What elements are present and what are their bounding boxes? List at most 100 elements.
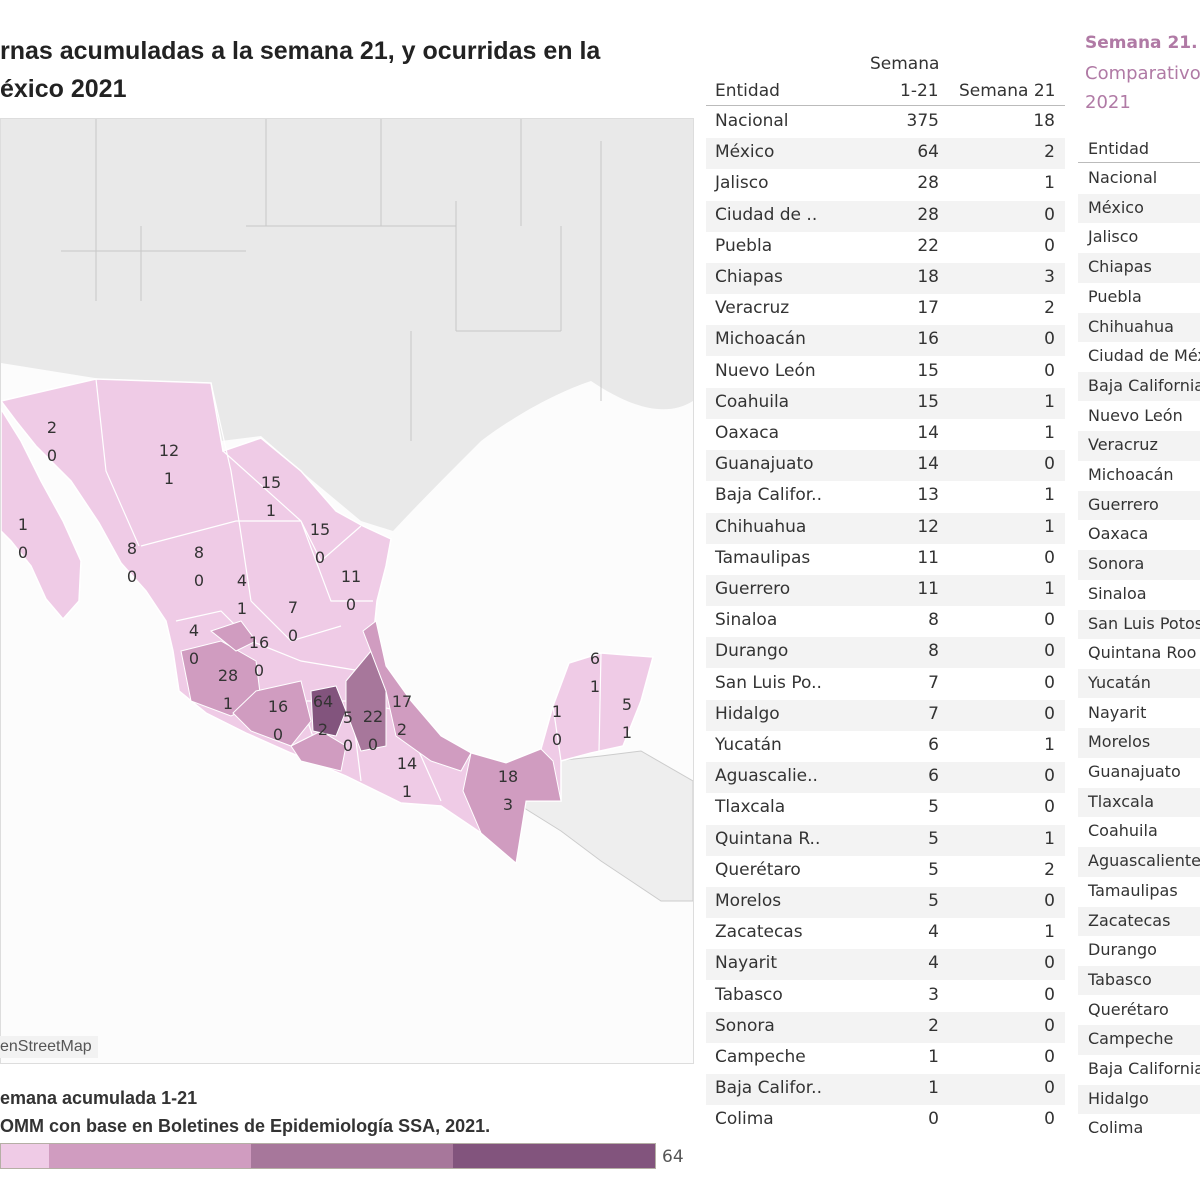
right-table-row[interactable]: Quintana Roo [1078, 639, 1200, 669]
right-table-row[interactable]: Nuevo León [1078, 402, 1200, 432]
right-col-header[interactable]: Entidad [1088, 139, 1150, 158]
state-label[interactable]: 14 1 [397, 750, 417, 806]
right-table-row[interactable]: Baja California Sur [1078, 1055, 1200, 1085]
table-row[interactable]: Chiapas 18 3 [706, 263, 1065, 294]
right-table-row[interactable]: Guerrero [1078, 490, 1200, 521]
right-table-row[interactable]: Tamaulipas [1078, 877, 1200, 907]
state-label[interactable]: 22 0 [363, 703, 383, 759]
right-table-row[interactable]: Durango [1078, 936, 1200, 966]
cell-entidad: Quintana R.. [715, 828, 821, 849]
cell-semana21: 0 [1044, 984, 1055, 1005]
table-row[interactable]: Durango 8 0 [706, 637, 1065, 669]
state-label[interactable]: 11 0 [341, 563, 361, 619]
right-table-row[interactable]: Chiapas [1078, 253, 1200, 283]
right-table-row[interactable]: Aguascalientes [1078, 847, 1200, 877]
table-row[interactable]: Tlaxcala 5 0 [706, 793, 1065, 824]
right-table-row[interactable]: Ciudad de México [1078, 342, 1200, 372]
table-row[interactable]: Colima 0 0 [706, 1105, 1065, 1136]
table-row[interactable]: Querétaro 5 2 [706, 856, 1065, 887]
choropleth-map[interactable]: 2 0 12 1 15 1 1 0 15 0 8 0 8 0 11 0 4 1 7 0 4 0 16 0 28 1 16 0 64 2 5 0… [0, 118, 694, 1064]
col-header-entidad[interactable]: Entidad [715, 81, 780, 101]
right-table-row[interactable]: San Luis Potosí [1078, 609, 1200, 640]
table-row[interactable]: Puebla 22 0 [706, 232, 1065, 263]
right-table-row[interactable]: Colima [1078, 1114, 1200, 1144]
map-attribution[interactable]: enStreetMap [0, 1036, 98, 1058]
right-table-row[interactable]: Querétaro [1078, 996, 1200, 1026]
right-table-row[interactable]: Sonora [1078, 550, 1200, 580]
right-table-row[interactable]: Morelos [1078, 728, 1200, 758]
right-table-row[interactable]: Puebla [1078, 283, 1200, 313]
table-row[interactable]: Guanajuato 14 0 [706, 450, 1065, 482]
table-row[interactable]: Yucatán 6 1 [706, 731, 1065, 762]
state-label[interactable]: 18 3 [498, 763, 518, 819]
table-row[interactable]: Coahuila 15 1 [706, 387, 1065, 419]
table-row[interactable]: Baja Califor.. 13 1 [706, 481, 1065, 512]
right-table-row[interactable]: Baja California [1078, 371, 1200, 402]
right-table-row[interactable]: Veracruz [1078, 431, 1200, 461]
table-row[interactable]: México 64 2 [706, 138, 1065, 170]
right-table-row[interactable]: Guanajuato [1078, 758, 1200, 788]
right-table-row[interactable]: Jalisco [1078, 223, 1200, 253]
table-row[interactable]: Zacatecas 4 1 [706, 918, 1065, 949]
table-row[interactable]: Oaxaca 14 1 [706, 419, 1065, 450]
state-label[interactable]: 64 2 [313, 688, 333, 744]
table-row[interactable]: Baja Califor.. 1 0 [706, 1074, 1065, 1106]
right-table-row[interactable]: Hidalgo [1078, 1084, 1200, 1115]
right-table-row[interactable]: Nayarit [1078, 699, 1200, 729]
right-table-row[interactable]: Yucatán [1078, 668, 1200, 699]
right-table-row[interactable]: Sinaloa [1078, 580, 1200, 610]
state-label[interactable]: 16 0 [268, 693, 288, 749]
right-table-row[interactable]: Tlaxcala [1078, 787, 1200, 818]
state-label[interactable]: 15 1 [261, 469, 281, 525]
right-table-row[interactable]: Campeche [1078, 1025, 1200, 1055]
right-table-row[interactable]: Chihuahua [1078, 312, 1200, 343]
table-row[interactable]: Quintana R.. 5 1 [706, 824, 1065, 856]
right-table-row[interactable]: Nacional [1078, 164, 1200, 194]
right-table-row[interactable]: México [1078, 193, 1200, 224]
table-row[interactable]: Jalisco 28 1 [706, 169, 1065, 200]
state-label[interactable]: 17 2 [392, 688, 412, 744]
right-table-row[interactable]: Michoacán [1078, 461, 1200, 491]
table-row[interactable]: Sonora 2 0 [706, 1011, 1065, 1043]
table-row[interactable]: Chihuahua 12 1 [706, 512, 1065, 544]
table-row[interactable]: Michoacán 16 0 [706, 325, 1065, 357]
table-row[interactable]: Morelos 5 0 [706, 887, 1065, 918]
right-table-row[interactable]: Tabasco [1078, 965, 1200, 996]
col-header-acum-top[interactable]: Semana [870, 54, 940, 74]
table-row[interactable]: Hidalgo 7 0 [706, 699, 1065, 731]
table-row[interactable]: San Luis Po.. 7 0 [706, 669, 1065, 700]
table-row[interactable]: Ciudad de .. 28 0 [706, 200, 1065, 232]
table-row[interactable]: Veracruz 17 2 [706, 294, 1065, 325]
state-label[interactable]: 12 1 [159, 437, 179, 493]
cell-entidad: Tlaxcala [715, 797, 786, 818]
table-row[interactable]: Nayarit 4 0 [706, 949, 1065, 981]
right-table-row[interactable]: Oaxaca [1078, 520, 1200, 550]
state-label[interactable]: 16 0 [249, 629, 269, 685]
col-header-acum[interactable]: 1-21 [900, 81, 939, 101]
table-row[interactable]: Tabasco 3 0 [706, 981, 1065, 1012]
right-table-row[interactable]: Zacatecas [1078, 906, 1200, 937]
state-label[interactable]: 15 0 [310, 516, 330, 572]
state-label[interactable]: 28 1 [218, 662, 238, 718]
table-row[interactable]: Tamaulipas 11 0 [706, 544, 1065, 575]
table-row[interactable]: Aguascalie.. 6 0 [706, 762, 1065, 794]
table-row[interactable]: Nuevo León 15 0 [706, 357, 1065, 388]
right-table-row[interactable]: Coahuila [1078, 817, 1200, 847]
table-row[interactable]: Campeche 1 0 [706, 1043, 1065, 1074]
cell-acum: 6 [928, 735, 939, 755]
col-header-semana21[interactable]: Semana 21 [959, 81, 1056, 101]
table-row[interactable]: Nacional 375 18 [706, 107, 1065, 138]
table-row[interactable]: Guerrero 11 1 [706, 575, 1065, 606]
table-row[interactable]: Sinaloa 8 0 [706, 606, 1065, 637]
